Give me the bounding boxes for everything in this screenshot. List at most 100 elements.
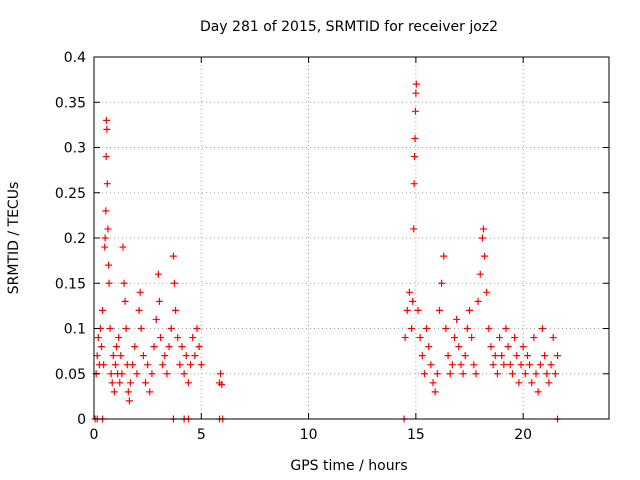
data-point xyxy=(129,361,137,369)
data-point xyxy=(455,343,463,351)
y-tick-label: 0 xyxy=(77,412,86,428)
data-point xyxy=(172,306,180,314)
data-point xyxy=(496,334,504,342)
data-point xyxy=(549,334,557,342)
data-point xyxy=(142,379,149,387)
data-point xyxy=(110,388,118,396)
data-point xyxy=(157,334,165,342)
data-point xyxy=(121,297,129,305)
data-point xyxy=(187,361,195,369)
data-point xyxy=(115,334,123,342)
data-point xyxy=(457,361,465,369)
y-tick-labels: 0 0.05 0.1 0.15 0.2 0.25 0.3 0.35 0.4 xyxy=(55,50,86,428)
data-point xyxy=(108,379,116,387)
data-point xyxy=(463,325,471,332)
data-point xyxy=(120,279,128,287)
data-point xyxy=(103,125,111,133)
data-point xyxy=(532,370,540,378)
data-point xyxy=(425,343,433,351)
data-point xyxy=(517,361,525,369)
data-point xyxy=(150,343,158,351)
data-point xyxy=(98,343,106,351)
data-point xyxy=(109,352,117,360)
y-tick-label: 0.3 xyxy=(64,141,86,157)
x-tick-label: 5 xyxy=(197,427,206,443)
data-point xyxy=(405,288,413,296)
data-point xyxy=(131,343,139,351)
data-point xyxy=(116,379,124,387)
data-point xyxy=(184,379,192,387)
data-point xyxy=(545,379,553,387)
data-point xyxy=(476,270,484,278)
data-point xyxy=(105,279,113,287)
data-point xyxy=(474,297,482,305)
data-point xyxy=(416,334,424,342)
data-point xyxy=(433,370,441,378)
data-point xyxy=(461,352,469,360)
data-point xyxy=(534,388,542,396)
data-point xyxy=(401,334,409,342)
x-tick-label: 10 xyxy=(300,427,318,443)
data-point xyxy=(102,153,110,161)
data-point xyxy=(195,343,203,351)
data-point xyxy=(521,370,529,378)
y-tick-label: 0.35 xyxy=(55,95,86,111)
data-point xyxy=(101,234,109,242)
x-tick-labels: 0 5 10 15 20 xyxy=(90,427,533,443)
data-point xyxy=(498,352,506,360)
data-point xyxy=(191,352,199,360)
data-point xyxy=(139,352,147,360)
data-point xyxy=(412,80,420,88)
data-point xyxy=(217,370,225,378)
data-point xyxy=(167,325,175,332)
data-point xyxy=(104,225,112,233)
data-point xyxy=(137,325,145,332)
data-point xyxy=(124,388,132,396)
data-point xyxy=(148,370,156,378)
data-point xyxy=(483,288,491,296)
data-point xyxy=(412,89,420,97)
data-point xyxy=(94,334,102,342)
data-point xyxy=(551,370,559,378)
data-point xyxy=(117,352,125,360)
data-point xyxy=(111,361,119,369)
data-point xyxy=(410,180,418,188)
data-point xyxy=(547,361,555,369)
data-point xyxy=(418,352,426,360)
data-point xyxy=(511,334,519,342)
data-point xyxy=(102,116,110,124)
data-point xyxy=(180,370,188,378)
data-point xyxy=(174,334,182,342)
y-tick-label: 0.25 xyxy=(55,186,86,202)
data-point xyxy=(536,361,544,369)
data-point xyxy=(515,379,523,387)
grid-lines xyxy=(94,57,609,419)
data-point xyxy=(481,252,489,260)
data-point xyxy=(182,352,190,360)
data-point xyxy=(513,352,521,360)
data-point xyxy=(478,234,486,242)
data-point xyxy=(107,370,115,378)
data-point xyxy=(485,325,493,332)
data-point xyxy=(526,361,534,369)
data-point xyxy=(106,325,114,332)
data-point xyxy=(444,352,452,360)
data-point xyxy=(446,370,454,378)
data-point xyxy=(178,343,186,351)
data-point xyxy=(500,361,508,369)
data-point xyxy=(435,306,443,314)
data-point xyxy=(165,343,173,351)
data-point xyxy=(101,243,109,251)
data-point xyxy=(119,243,127,251)
data-point xyxy=(431,388,439,396)
y-tick-label: 0.4 xyxy=(64,50,86,66)
data-point xyxy=(466,306,474,314)
data-point xyxy=(448,361,456,369)
data-point xyxy=(414,306,422,314)
chart-title: Day 281 of 2015, SRMTID for receiver joz… xyxy=(200,19,498,35)
data-point xyxy=(523,352,531,360)
data-point xyxy=(163,370,171,378)
data-point xyxy=(136,288,144,296)
